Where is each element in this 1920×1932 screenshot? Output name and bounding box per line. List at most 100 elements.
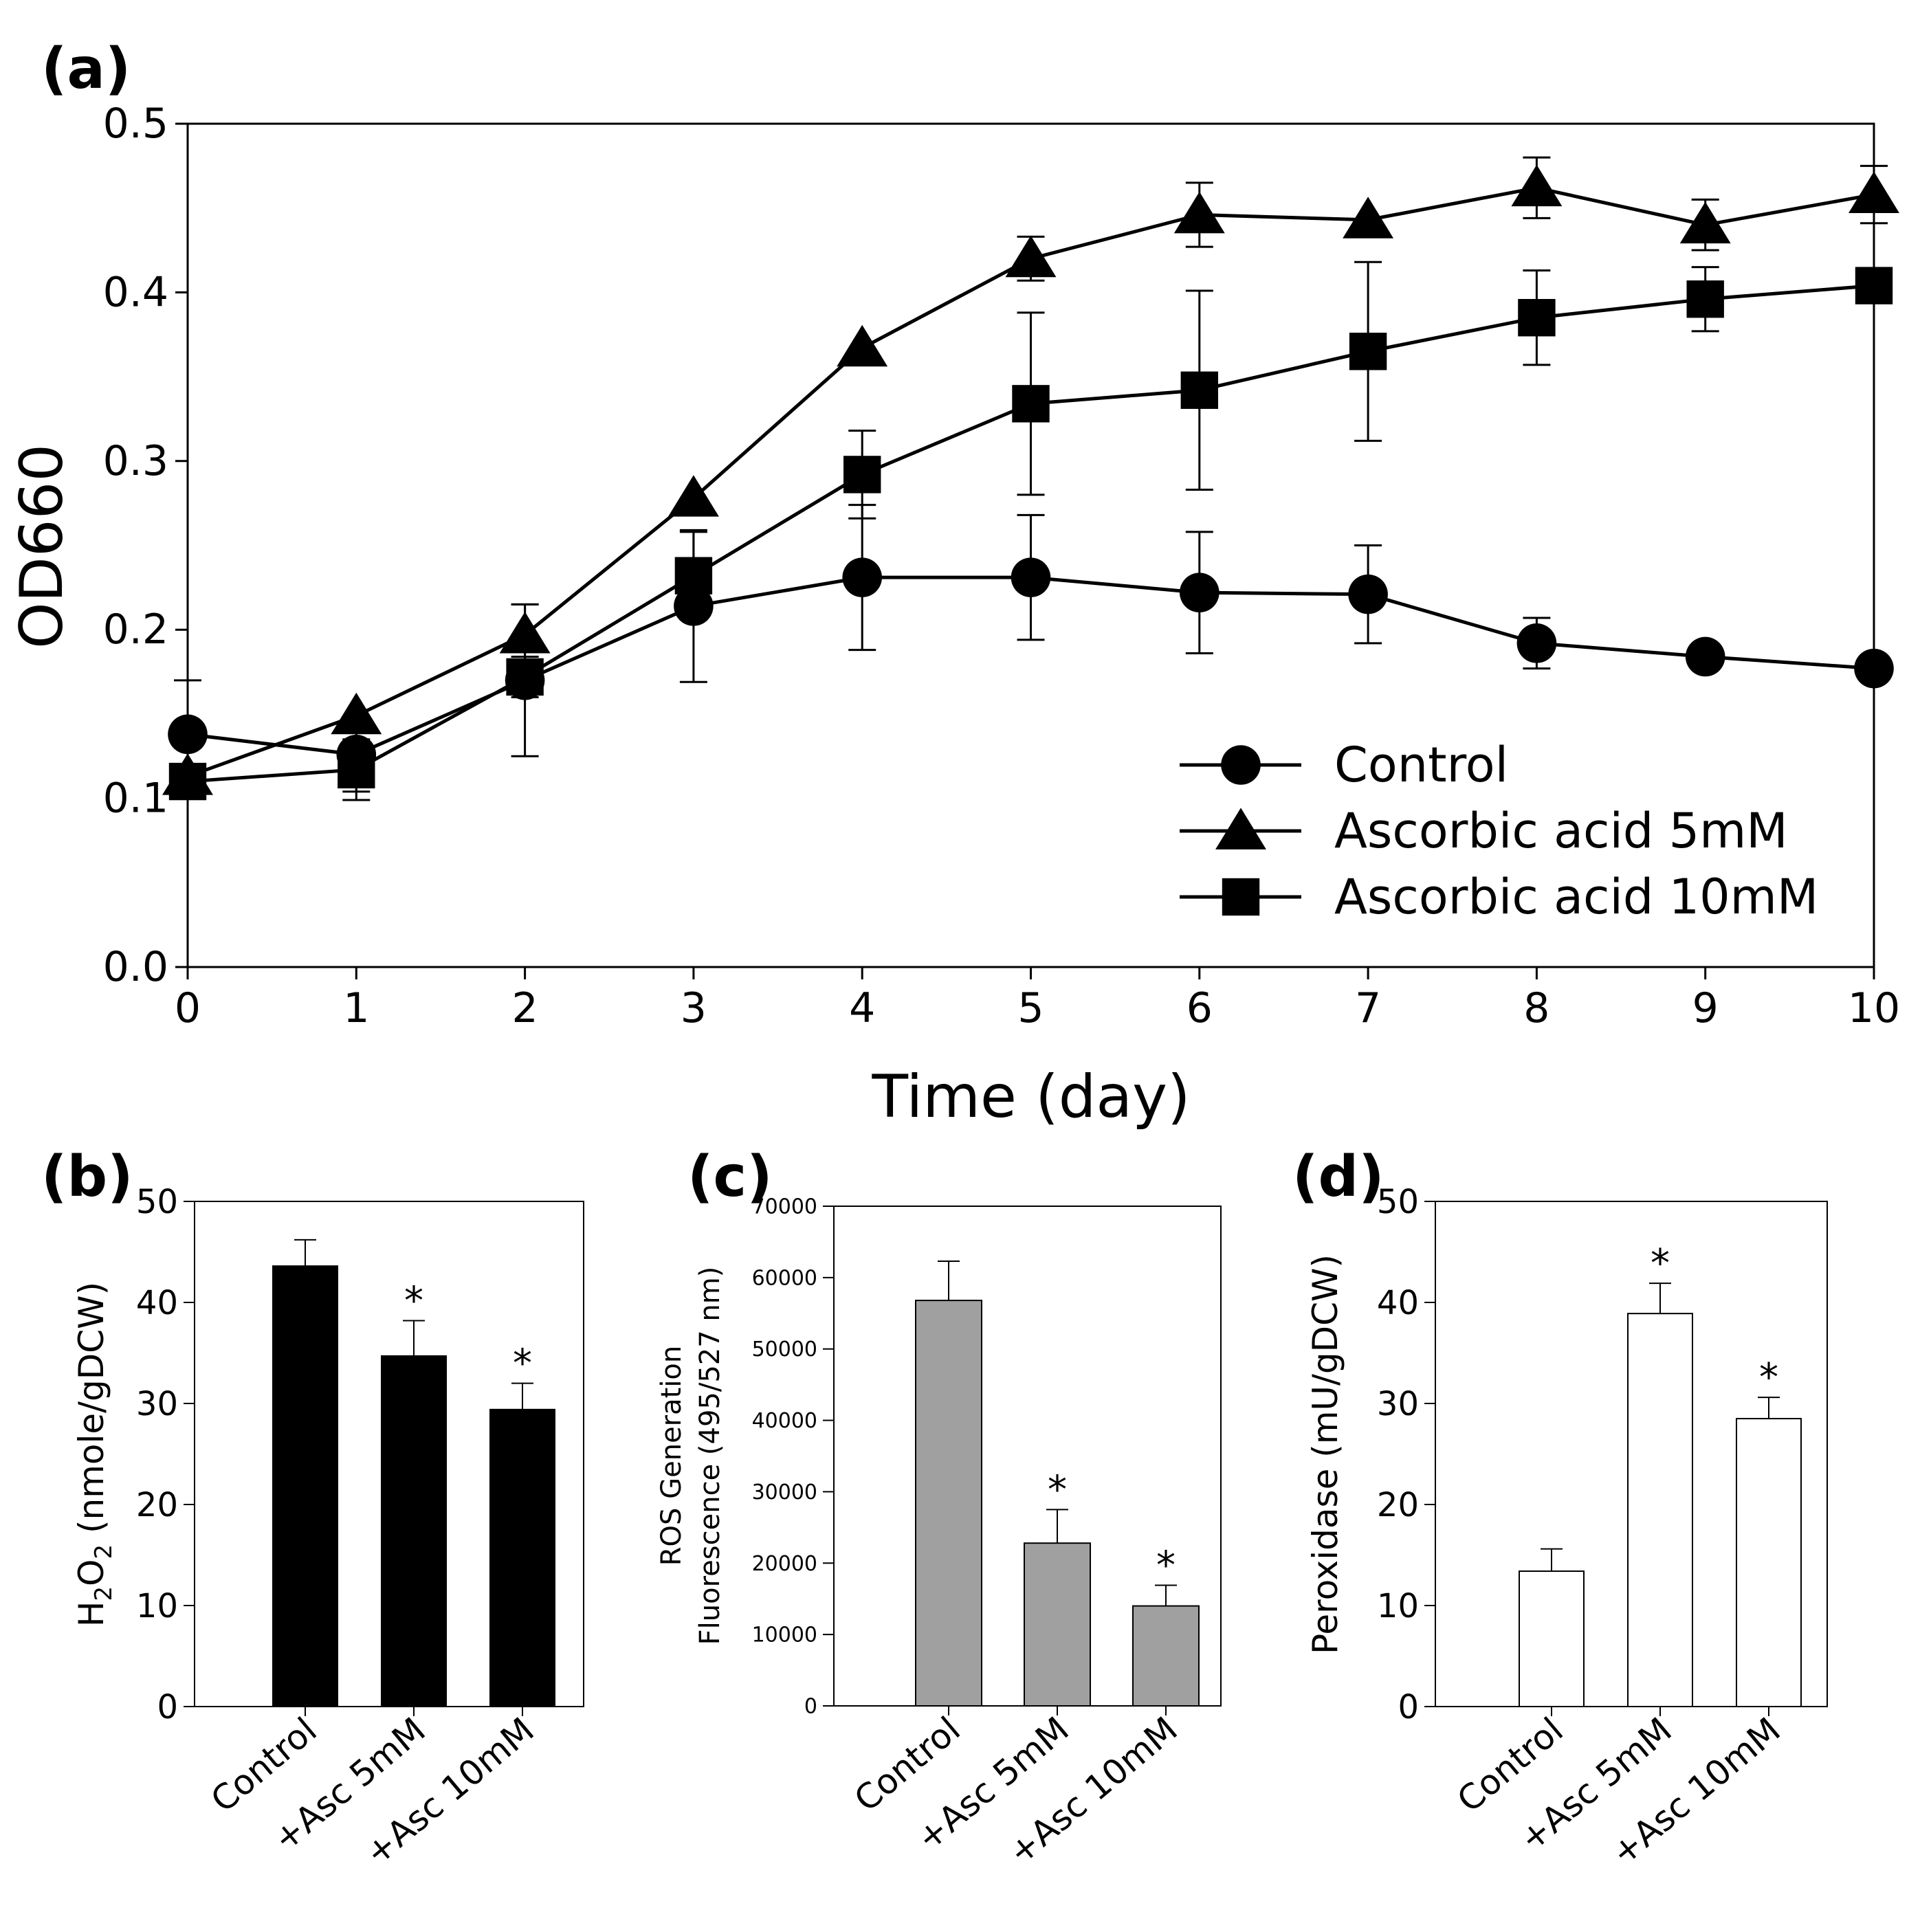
chart-c-ytick-label: 30000 bbox=[752, 1480, 817, 1504]
chart-d-ytick-label: 30 bbox=[1377, 1385, 1419, 1423]
panel-d-label: (d) bbox=[1292, 1144, 1384, 1210]
chart-a-point-circle bbox=[1854, 648, 1894, 689]
chart-a-xtick-label: 4 bbox=[849, 984, 875, 1032]
chart-d-ytick-label: 10 bbox=[1377, 1587, 1419, 1625]
chart-c: 0 10000 20000 30000 40000 50000 60000 70000 Con… bbox=[656, 1195, 1222, 1873]
chart-b-bar bbox=[272, 1265, 338, 1707]
chart-a-point-triangle bbox=[837, 324, 888, 367]
chart-a-point-circle bbox=[168, 714, 208, 755]
chart-a-xtick-label: 10 bbox=[1848, 984, 1900, 1032]
chart-c-ytick-label: 50000 bbox=[752, 1337, 817, 1362]
chart-a-xtick-label: 3 bbox=[681, 984, 707, 1032]
chart-a-point-square bbox=[168, 762, 207, 801]
chart-d-ytick-label: 0 bbox=[1398, 1688, 1419, 1726]
chart-c-ytick-label: 70000 bbox=[752, 1195, 817, 1219]
chart-c-bar bbox=[1132, 1605, 1200, 1707]
chart-a-point-triangle bbox=[1849, 171, 1899, 213]
chart-a: 0 1 2 3 4 5 6 7 8 9 10 0.0 0.1 0.2 0.3 0.4 0.5 Time (day… bbox=[8, 100, 1900, 1131]
chart-c-ytick-label: 0 bbox=[804, 1695, 817, 1719]
chart-c-ytick-label: 40000 bbox=[752, 1409, 817, 1433]
chart-a-point-square bbox=[1349, 333, 1387, 370]
chart-b-ytick-label: 10 bbox=[136, 1587, 178, 1625]
chart-a-ytick-label: 0.1 bbox=[103, 775, 168, 823]
chart-a-point-triangle bbox=[667, 475, 719, 517]
chart-b-ylabel-o: O bbox=[71, 1559, 111, 1586]
chart-b-ylabel: H2O2 (nmole/gDCW) bbox=[71, 1282, 118, 1627]
chart-c-bar bbox=[915, 1300, 982, 1707]
chart-d-axes: 0 10 20 30 40 50 bbox=[1377, 1183, 1435, 1726]
chart-a-point-square bbox=[506, 658, 544, 696]
chart-a-point-triangle bbox=[331, 692, 382, 735]
panel-a-label: (a) bbox=[41, 36, 131, 102]
chart-b-ylabel-sub1: 2 bbox=[90, 1586, 118, 1601]
chart-c-ytick-label: 10000 bbox=[752, 1623, 817, 1647]
chart-a-ytick-label: 0.2 bbox=[103, 606, 168, 654]
chart-d-ytick-label: 20 bbox=[1377, 1486, 1419, 1524]
chart-b-ytick-label: 40 bbox=[136, 1284, 178, 1322]
chart-a-series-circle bbox=[168, 504, 1894, 793]
chart-a-ytick-label: 0.4 bbox=[103, 268, 168, 316]
chart-d-significance: * bbox=[1651, 1241, 1670, 1286]
chart-a-point-triangle bbox=[1343, 197, 1394, 238]
chart-b-significance: * bbox=[404, 1278, 423, 1323]
chart-a-point-square bbox=[843, 456, 881, 493]
chart-a-legend: Control Ascorbic acid 5mM Ascorbic acid 10… bbox=[1180, 737, 1818, 925]
chart-c-significance: * bbox=[1156, 1543, 1176, 1588]
chart-a-point-triangle bbox=[1511, 164, 1563, 207]
chart-d-bar bbox=[1519, 1570, 1585, 1708]
chart-a-point-triangle bbox=[1005, 235, 1057, 278]
chart-a-xtick-label: 7 bbox=[1355, 984, 1381, 1032]
chart-c-significance: * bbox=[1048, 1467, 1067, 1512]
chart-b-bar bbox=[381, 1355, 447, 1708]
chart-b-ytick-label: 20 bbox=[136, 1486, 178, 1524]
chart-d-ytick-label: 50 bbox=[1377, 1183, 1419, 1221]
chart-b-ytick-label: 30 bbox=[136, 1385, 178, 1423]
panel-c-label: (c) bbox=[687, 1144, 773, 1210]
chart-a-point-square bbox=[1686, 280, 1724, 318]
chart-c-ylabel-line2: Fluorescence (495/527 nm) bbox=[694, 1267, 726, 1645]
chart-a-point-square bbox=[1855, 267, 1893, 304]
chart-a-point-square bbox=[674, 557, 713, 595]
chart-b-bar-group: Control bbox=[203, 1239, 338, 1820]
legend-marker-square bbox=[1222, 878, 1260, 916]
chart-a-point-triangle bbox=[499, 611, 551, 654]
chart-a-point-square bbox=[1180, 371, 1218, 409]
chart-b-significance: * bbox=[513, 1342, 532, 1386]
chart-a-xtick-label: 6 bbox=[1187, 984, 1213, 1032]
chart-a-point-square bbox=[338, 751, 375, 789]
panel-b-label: (b) bbox=[41, 1144, 133, 1210]
chart-a-point-square bbox=[1518, 299, 1556, 337]
chart-d-bar bbox=[1627, 1313, 1693, 1708]
chart-a-point-circle bbox=[842, 557, 882, 597]
chart-a-ylabel: OD660 bbox=[8, 444, 76, 649]
chart-b-ylabel-units: (nmole/gDCW) bbox=[71, 1282, 111, 1544]
chart-a-point-circle bbox=[1516, 623, 1557, 663]
chart-b-ytick-label: 0 bbox=[157, 1688, 178, 1726]
chart-b-axes: 0 10 20 30 40 50 bbox=[136, 1183, 195, 1726]
chart-a-series bbox=[162, 156, 1899, 801]
chart-a-point-circle bbox=[1348, 574, 1388, 614]
legend-label-circle: Control bbox=[1334, 737, 1508, 793]
legend-label-triangle: Ascorbic acid 5mM bbox=[1334, 803, 1788, 859]
chart-a-point-circle bbox=[1180, 573, 1220, 613]
chart-c-bar-group: Control bbox=[847, 1260, 982, 1819]
chart-d-ylabel: Peroxidase (mU/gDCW) bbox=[1305, 1254, 1345, 1654]
chart-c-ylabel-line1: ROS Generation bbox=[656, 1346, 687, 1566]
legend-label-square: Ascorbic acid 10mM bbox=[1334, 869, 1818, 925]
chart-d-ytick-label: 40 bbox=[1377, 1284, 1419, 1322]
chart-a-point-triangle bbox=[1173, 191, 1225, 234]
chart-a-xtick-label: 1 bbox=[343, 984, 369, 1032]
legend-marker-circle bbox=[1221, 745, 1261, 785]
chart-a-xtick-label: 8 bbox=[1523, 984, 1549, 1032]
chart-d-bar-group: Control bbox=[1450, 1548, 1585, 1820]
chart-a-xlabel: Time (day) bbox=[871, 1063, 1190, 1131]
chart-c-bars: Control*+Asc 5mM*+Asc 10mM bbox=[847, 1260, 1200, 1873]
chart-a-axes: 0 1 2 3 4 5 6 7 8 9 10 0.0 0.1 0.2 0.3 0.4 0.5 bbox=[103, 100, 1901, 1032]
chart-d-bars: Control*+Asc 5mM*+Asc 10mM bbox=[1450, 1241, 1802, 1874]
chart-d-significance: * bbox=[1759, 1355, 1778, 1400]
chart-b-bars: Control*+Asc 5mM*+Asc 10mM bbox=[203, 1239, 555, 1874]
chart-b-ylabel-sub2: 2 bbox=[90, 1544, 118, 1559]
